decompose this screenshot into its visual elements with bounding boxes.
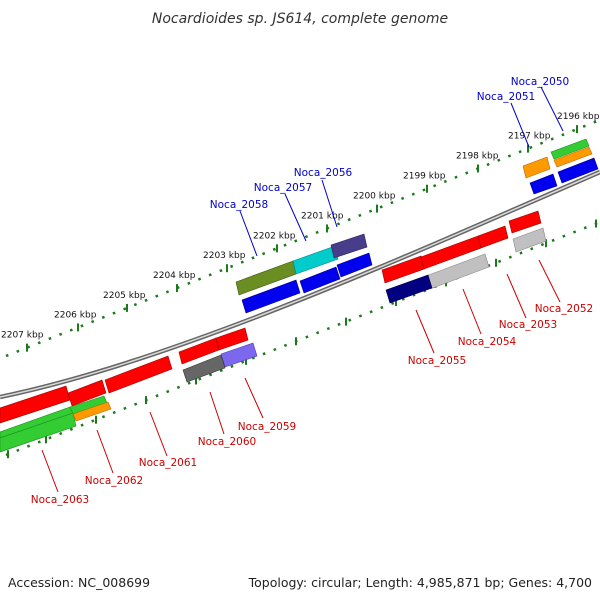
kbp-tick-label: 2204 kbp [153, 271, 196, 281]
kbp-tick-label: 2199 kbp [403, 172, 446, 182]
kbp-tick-label: 2203 kbp [203, 251, 246, 261]
accession-text: Accession: NC_008699 [8, 575, 150, 590]
upper-scale: 2196 kbp 2197 kbp 2198 kbp 2199 kbp 2200 kbp… [1, 112, 600, 358]
gene-box[interactable] [385, 274, 433, 304]
gene-box[interactable] [522, 156, 551, 179]
page-title: Nocardioides sp. JS614, complete genome [152, 11, 448, 27]
kbp-tick-label: 2196 kbp [557, 112, 600, 122]
topology-summary: Topology: circular; Length: 4,985,871 bp… [248, 575, 592, 590]
gene-label-noca-2056[interactable]: Noca_2056 [294, 167, 353, 179]
kbp-tick-label: 2206 kbp [54, 310, 97, 320]
top-leader-lines [239, 86, 564, 257]
gene-box[interactable] [550, 138, 590, 160]
gene-box[interactable] [182, 354, 226, 383]
gene-box[interactable] [477, 225, 509, 249]
kbp-tick-label: 2200 kbp [353, 192, 396, 202]
gene-label-noca-2063[interactable]: Noca_2063 [31, 494, 89, 506]
gene-box[interactable] [104, 355, 173, 394]
gene-box[interactable] [72, 401, 112, 422]
kbp-tick-label: 2197 kbp [508, 132, 551, 142]
gene-box[interactable] [67, 379, 107, 407]
gene-label-noca-2051[interactable]: Noca_2051 [477, 91, 535, 103]
bottom-gene-labels: Noca_2052 Noca_2053 Noca_2054 Noca_2055 … [31, 303, 593, 506]
gene-box[interactable] [508, 210, 542, 234]
gene-box[interactable] [336, 252, 373, 278]
tick-marks: 2196 kbp 2197 kbp 2198 kbp 2199 kbp 2200 kbp… [1, 112, 600, 352]
reverse-strand-genes [0, 210, 547, 453]
forward-strand-genes [235, 138, 599, 314]
gene-label-noca-2057[interactable]: Noca_2057 [254, 182, 312, 194]
gene-label-noca-2062[interactable]: Noca_2062 [85, 475, 143, 487]
kbp-tick-label: 2205 kbp [103, 291, 146, 301]
gene-label-noca-2050[interactable]: Noca_2050 [511, 76, 569, 88]
gene-label-noca-2060[interactable]: Noca_2060 [198, 436, 256, 448]
gene-box[interactable] [241, 279, 301, 314]
kbp-tick-label: 2198 kbp [456, 151, 499, 161]
gene-label-noca-2058[interactable]: Noca_2058 [210, 199, 268, 211]
gene-box[interactable] [330, 233, 368, 259]
gene-box[interactable] [512, 227, 547, 253]
gene-label-noca-2052[interactable]: Noca_2052 [535, 303, 593, 315]
gene-box[interactable] [292, 245, 339, 275]
kbp-tick-label: 2201 kbp [301, 211, 344, 221]
gene-box[interactable] [0, 385, 71, 424]
gene-label-noca-2055[interactable]: Noca_2055 [408, 355, 466, 367]
kbp-tick-label: 2207 kbp [1, 331, 44, 341]
gene-label-noca-2061[interactable]: Noca_2061 [139, 457, 197, 469]
kbp-tick-label: 2202 kbp [253, 231, 296, 241]
gene-box[interactable] [529, 173, 558, 195]
gene-label-noca-2059[interactable]: Noca_2059 [238, 421, 296, 433]
gene-box[interactable] [381, 255, 425, 284]
gene-box[interactable] [557, 157, 599, 184]
gene-box[interactable] [553, 146, 593, 168]
gene-box[interactable] [0, 412, 77, 453]
genome-backbone [0, 169, 600, 400]
gene-label-noca-2054[interactable]: Noca_2054 [458, 336, 517, 348]
gene-label-noca-2053[interactable]: Noca_2053 [499, 319, 557, 331]
bottom-leader-lines [41, 259, 561, 493]
top-gene-labels: Noca_2050 Noca_2051 Noca_2056 Noca_2057 … [210, 76, 569, 211]
gene-box[interactable] [178, 337, 220, 365]
gene-box[interactable] [299, 266, 341, 294]
